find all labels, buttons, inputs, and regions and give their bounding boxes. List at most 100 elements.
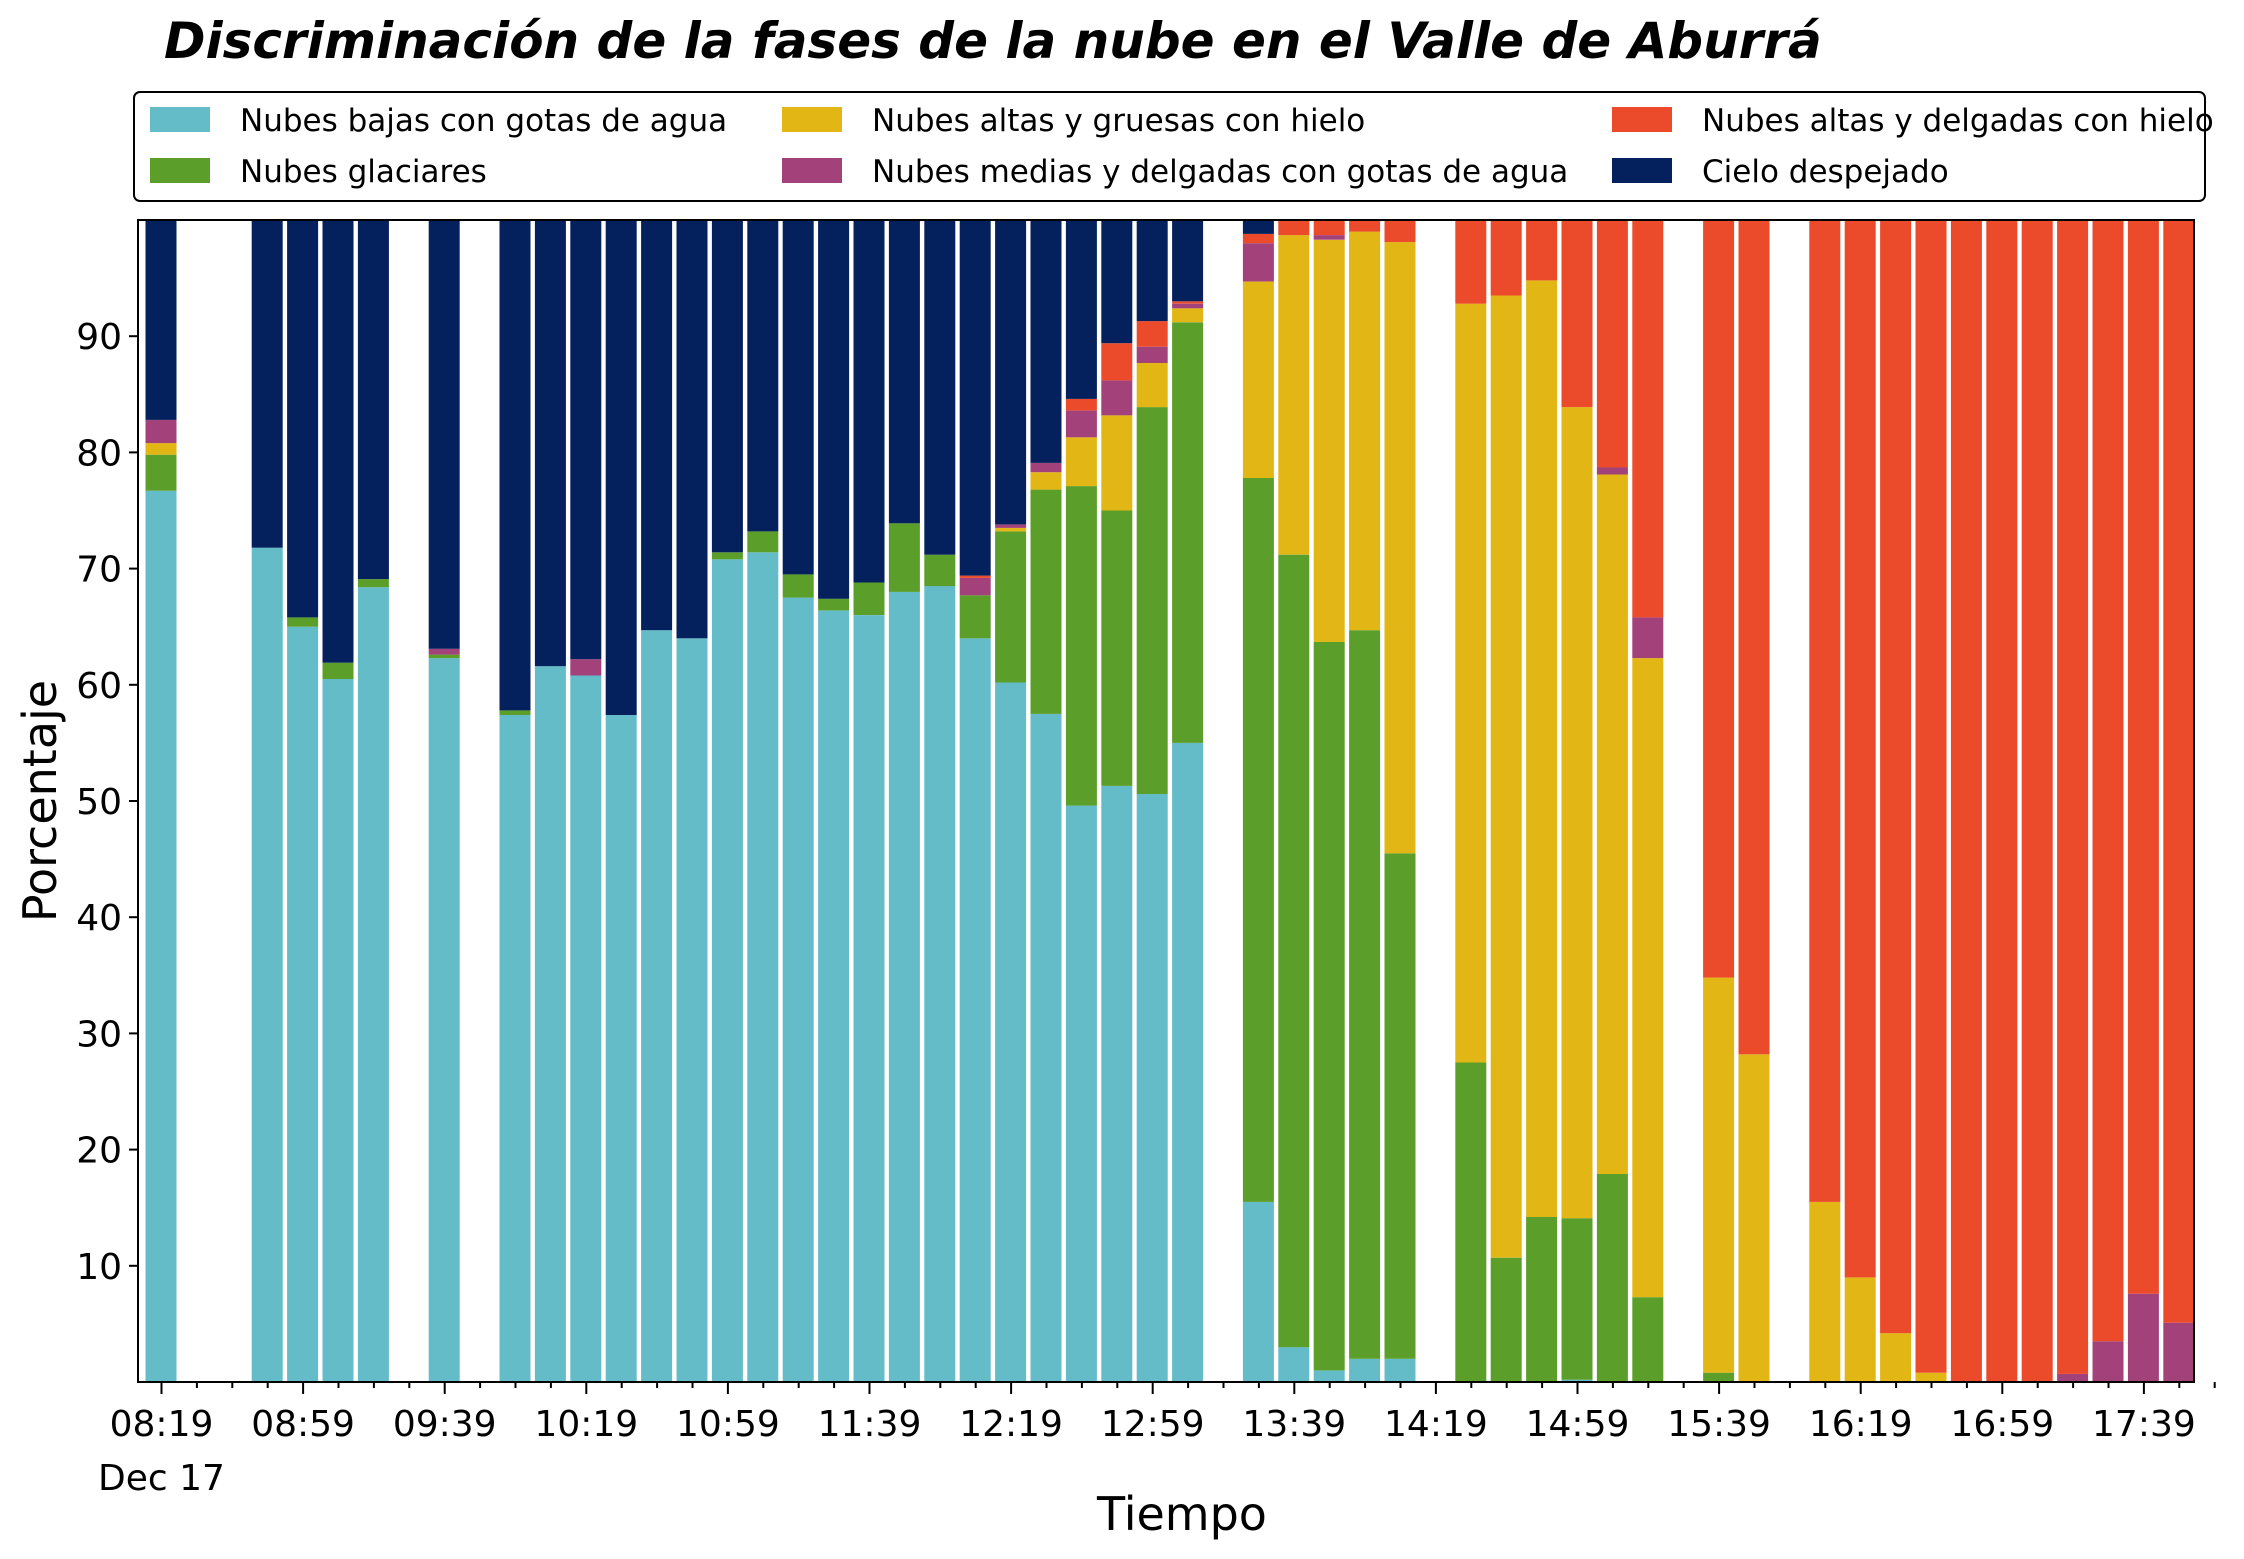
bar-nubes-altas-y-gruesas-con-hielo-26 xyxy=(1065,437,1097,487)
y-axis-label: Porcentaje xyxy=(13,680,67,922)
bar-nubes-medias-y-delgadas-con-gotas-de-agua-55 xyxy=(2092,1341,2124,1382)
bar-nubes-glaciares-35 xyxy=(1384,853,1416,1359)
bar-cielo-despejado-23 xyxy=(959,220,991,576)
bar-cielo-despejado-20 xyxy=(853,220,885,583)
bar-nubes-altas-y-gruesas-con-hielo-35 xyxy=(1384,242,1416,854)
bar-cielo-despejado-8 xyxy=(428,220,460,649)
bar-nubes-altas-y-gruesas-con-hielo-44 xyxy=(1703,977,1735,1373)
bar-nubes-glaciares-23 xyxy=(959,595,991,639)
bar-nubes-glaciares-22 xyxy=(924,554,956,587)
y-tick-label-60: 60 xyxy=(76,666,122,707)
bar-nubes-altas-y-delgadas-con-hielo-50 xyxy=(1915,220,1947,1373)
bar-nubes-glaciares-42 xyxy=(1632,1297,1664,1382)
bar-nubes-glaciares-5 xyxy=(322,662,354,679)
bar-nubes-glaciares-40 xyxy=(1561,1218,1593,1380)
bar-nubes-bajas-con-gotas-de-agua-14 xyxy=(641,630,673,1382)
bar-nubes-altas-y-delgadas-con-hielo-37 xyxy=(1455,220,1487,304)
bar-nubes-altas-y-gruesas-con-hielo-50 xyxy=(1915,1372,1947,1382)
bar-nubes-altas-y-delgadas-con-hielo-56 xyxy=(2127,220,2159,1294)
bar-cielo-despejado-10 xyxy=(499,220,531,711)
bar-nubes-altas-y-delgadas-con-hielo-49 xyxy=(1880,220,1912,1334)
bar-nubes-bajas-con-gotas-de-agua-23 xyxy=(959,638,991,1382)
bar-cielo-despejado-16 xyxy=(711,220,743,553)
bar-nubes-bajas-con-gotas-de-agua-27 xyxy=(1101,785,1133,1382)
y-tick-label-50: 50 xyxy=(76,782,122,823)
bar-nubes-bajas-con-gotas-de-agua-34 xyxy=(1349,1358,1381,1382)
chart-title: Discriminación de la fases de la nube en… xyxy=(164,12,1822,70)
bar-nubes-bajas-con-gotas-de-agua-12 xyxy=(570,675,602,1382)
legend-frame xyxy=(133,91,2206,202)
bar-nubes-altas-y-delgadas-con-hielo-54 xyxy=(2057,220,2089,1374)
bar-nubes-altas-y-gruesas-con-hielo-37 xyxy=(1455,303,1487,1063)
y-tick-label-80: 80 xyxy=(76,433,122,474)
bar-nubes-medias-y-delgadas-con-gotas-de-agua-33 xyxy=(1313,235,1345,240)
bar-nubes-altas-y-delgadas-con-hielo-31 xyxy=(1242,233,1274,244)
bar-nubes-bajas-con-gotas-de-agua-29 xyxy=(1172,742,1204,1382)
bar-nubes-altas-y-gruesas-con-hielo-32 xyxy=(1278,235,1310,555)
bar-nubes-glaciares-44 xyxy=(1703,1372,1735,1382)
bar-nubes-glaciares-10 xyxy=(499,710,531,715)
bar-nubes-bajas-con-gotas-de-agua-26 xyxy=(1065,805,1097,1382)
bar-nubes-glaciares-38 xyxy=(1490,1257,1522,1382)
bar-nubes-bajas-con-gotas-de-agua-0 xyxy=(145,490,177,1382)
bar-nubes-altas-y-delgadas-con-hielo-23 xyxy=(959,575,991,578)
y-tick-label-40: 40 xyxy=(76,898,122,939)
bar-nubes-bajas-con-gotas-de-agua-17 xyxy=(747,552,779,1382)
bar-nubes-altas-y-delgadas-con-hielo-53 xyxy=(2021,220,2053,1382)
bar-nubes-altas-y-delgadas-con-hielo-35 xyxy=(1384,220,1416,243)
bar-nubes-altas-y-delgadas-con-hielo-41 xyxy=(1596,220,1628,468)
bar-nubes-altas-y-delgadas-con-hielo-34 xyxy=(1349,220,1381,232)
bar-nubes-bajas-con-gotas-de-agua-13 xyxy=(605,715,637,1382)
bar-nubes-glaciares-17 xyxy=(747,531,779,553)
bar-cielo-despejado-14 xyxy=(641,220,673,631)
bar-cielo-despejado-27 xyxy=(1101,220,1133,344)
bar-nubes-glaciares-31 xyxy=(1242,478,1274,1202)
bar-nubes-bajas-con-gotas-de-agua-25 xyxy=(1030,713,1062,1382)
bar-nubes-altas-y-delgadas-con-hielo-39 xyxy=(1526,220,1558,281)
x-tick-label-13: 16:59 xyxy=(1950,1404,2054,1445)
bar-nubes-altas-y-gruesas-con-hielo-38 xyxy=(1490,295,1522,1258)
bar-nubes-glaciares-39 xyxy=(1526,1217,1558,1382)
bar-nubes-medias-y-delgadas-con-gotas-de-agua-54 xyxy=(2057,1373,2089,1382)
x-tick-label-12: 16:19 xyxy=(1809,1404,1913,1445)
bar-nubes-bajas-con-gotas-de-agua-16 xyxy=(711,559,743,1382)
bar-nubes-altas-y-delgadas-con-hielo-47 xyxy=(1809,220,1841,1202)
x-tick-label-2: 09:39 xyxy=(393,1404,497,1445)
bar-nubes-glaciares-19 xyxy=(818,598,850,611)
bar-nubes-altas-y-delgadas-con-hielo-32 xyxy=(1278,220,1310,236)
bar-cielo-despejado-18 xyxy=(782,220,814,575)
bar-nubes-altas-y-gruesas-con-hielo-39 xyxy=(1526,280,1558,1217)
bar-nubes-glaciares-26 xyxy=(1065,486,1097,806)
bar-nubes-medias-y-delgadas-con-gotas-de-agua-8 xyxy=(428,648,460,655)
bar-cielo-despejado-15 xyxy=(676,220,708,639)
bar-nubes-glaciares-4 xyxy=(287,617,319,627)
y-tick-label-70: 70 xyxy=(76,550,122,591)
bar-nubes-altas-y-gruesas-con-hielo-28 xyxy=(1136,362,1168,408)
bar-nubes-glaciares-32 xyxy=(1278,554,1310,1348)
bar-nubes-glaciares-28 xyxy=(1136,407,1168,794)
legend-swatch-nubes-glaciares xyxy=(150,158,210,183)
x-tick-label-14: 17:39 xyxy=(2092,1404,2196,1445)
bar-nubes-altas-y-delgadas-con-hielo-55 xyxy=(2092,220,2124,1342)
legend-swatch-nubes-altas-y-gruesas-con-hielo xyxy=(782,107,842,132)
bar-nubes-altas-y-delgadas-con-hielo-29 xyxy=(1172,301,1204,304)
bar-nubes-glaciares-18 xyxy=(782,574,814,598)
legend-swatch-cielo-despejado xyxy=(1612,158,1672,183)
bar-nubes-bajas-con-gotas-de-agua-40 xyxy=(1561,1379,1593,1382)
bar-nubes-altas-y-delgadas-con-hielo-27 xyxy=(1101,343,1133,381)
bar-nubes-glaciares-21 xyxy=(888,523,920,592)
legend-label-nubes-altas-y-gruesas-con-hielo: Nubes altas y gruesas con hielo xyxy=(872,103,1365,139)
bar-nubes-bajas-con-gotas-de-agua-33 xyxy=(1313,1370,1345,1382)
bar-nubes-glaciares-33 xyxy=(1313,641,1345,1371)
x-tick-label-6: 12:19 xyxy=(959,1404,1063,1445)
bar-nubes-bajas-con-gotas-de-agua-6 xyxy=(357,587,389,1382)
bar-nubes-medias-y-delgadas-con-gotas-de-agua-0 xyxy=(145,419,177,444)
bar-nubes-altas-y-gruesas-con-hielo-33 xyxy=(1313,239,1345,642)
bar-nubes-bajas-con-gotas-de-agua-21 xyxy=(888,591,920,1382)
bar-nubes-altas-y-gruesas-con-hielo-41 xyxy=(1596,474,1628,1174)
legend-label-nubes-glaciares: Nubes glaciares xyxy=(240,154,487,190)
bar-nubes-altas-y-gruesas-con-hielo-45 xyxy=(1738,1054,1770,1382)
y-tick-label-30: 30 xyxy=(76,1014,122,1055)
y-axis: 10 20 30 40 50 60 70 80 90 xyxy=(76,317,138,1288)
bar-nubes-altas-y-gruesas-con-hielo-24 xyxy=(995,527,1027,532)
